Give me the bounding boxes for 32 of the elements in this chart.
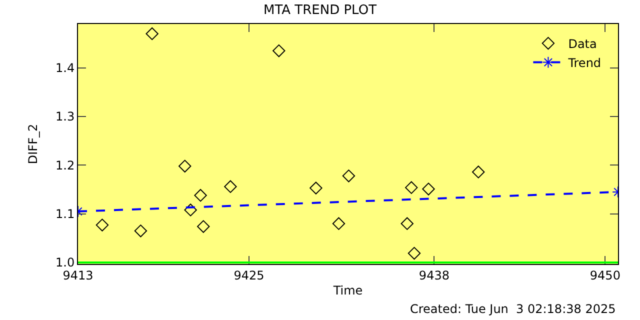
x-tick-label: 9438 xyxy=(418,268,450,282)
point xyxy=(184,204,197,216)
y-tick-label: 1.4 xyxy=(56,61,75,76)
x-axis-title: Time xyxy=(332,283,363,298)
x-tick-label: 9450 xyxy=(590,268,620,282)
point xyxy=(197,220,210,233)
y-tick-label: 1.3 xyxy=(56,110,75,124)
y-tick-label: 1.2 xyxy=(56,158,75,172)
text: Created: Tue Jun 3 02:18:38 2025 xyxy=(410,302,616,316)
point xyxy=(134,224,148,238)
point xyxy=(96,218,109,232)
x-tick-label: 9425 xyxy=(234,268,264,282)
y-tick-label: 1.1 xyxy=(56,207,75,222)
x-tick-label: 9413 xyxy=(62,268,94,282)
chart-title: MTA TREND PLOT xyxy=(263,2,377,18)
legend-label: Trend xyxy=(567,56,602,70)
point xyxy=(178,160,192,172)
point xyxy=(408,246,421,260)
point xyxy=(194,189,207,202)
point xyxy=(400,217,414,230)
point xyxy=(422,182,435,196)
point xyxy=(310,182,322,194)
point xyxy=(342,170,356,182)
y-axis-title: DIFF_2 xyxy=(26,124,40,164)
y-tick-label: 1.0 xyxy=(56,256,75,270)
point xyxy=(146,27,158,40)
legend-label: Data xyxy=(568,36,597,51)
point xyxy=(332,217,346,230)
point xyxy=(405,181,418,194)
point xyxy=(272,44,286,58)
point xyxy=(224,180,237,193)
point xyxy=(472,166,485,178)
